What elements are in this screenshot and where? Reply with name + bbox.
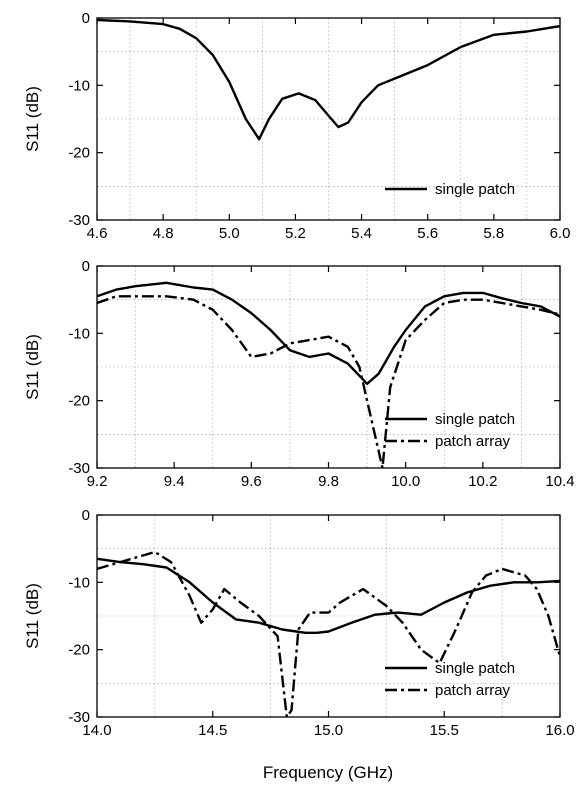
y-tick-label: 0	[82, 10, 90, 27]
series-line-single-patch	[97, 281, 560, 385]
y-tick-label: -20	[68, 145, 90, 162]
chart-panel-1: 4.6 4.8 5.0 5.2 5.4 5.6 5.8 6.0 0 -10 -20 -30 S11 (d…	[23, 10, 570, 242]
chart-panel-2: 9.2 9.4 9.6 9.8 10.0 10.2 10.4 0 -10 -20 -30 S11 (d…	[23, 258, 575, 490]
series-line-patch-array	[97, 550, 560, 717]
y-axis-title: S11 (dB)	[23, 86, 42, 152]
y-tick-label: -30	[68, 460, 90, 477]
y-tick-label: -30	[68, 709, 90, 726]
x-tick-label: 10.0	[391, 473, 420, 490]
x-tick-label: 15.0	[314, 722, 343, 739]
x-tick-label: 5.6	[417, 225, 438, 242]
y-tick-label: 0	[82, 507, 90, 524]
y-tick-label: -30	[68, 212, 90, 229]
x-tick-label: 5.0	[219, 225, 240, 242]
x-tick-label: 9.4	[164, 473, 185, 490]
x-tick-label: 4.8	[153, 225, 174, 242]
y-tick-label: -20	[68, 642, 90, 659]
y-tick-label: 0	[82, 258, 90, 275]
x-tick-label: 9.8	[318, 473, 339, 490]
x-tick-label: 10.4	[545, 473, 574, 490]
series-line-single-patch	[97, 18, 560, 141]
x-tick-label: 5.2	[285, 225, 306, 242]
x-tick-label: 4.6	[87, 225, 108, 242]
x-axis-title: Frequency (GHz)	[263, 763, 393, 782]
legend-label: patch array	[435, 433, 511, 450]
legend-label: single patch	[435, 181, 515, 198]
y-tick-label: -20	[68, 393, 90, 410]
x-tick-label: 14.5	[198, 722, 227, 739]
x-tick-label: 9.2	[87, 473, 108, 490]
series-line-single-patch	[97, 557, 560, 634]
legend-label: patch array	[435, 682, 511, 699]
legend-label: single patch	[435, 411, 515, 428]
plot-frame	[96, 17, 561, 221]
x-tick-label: 16.0	[545, 722, 574, 739]
y-axis-title: S11 (dB)	[23, 583, 42, 649]
y-axis-title: S11 (dB)	[23, 334, 42, 400]
x-tick-label: 6.0	[550, 225, 571, 242]
x-tick-label: 9.6	[241, 473, 262, 490]
y-tick-label: -10	[68, 77, 90, 94]
series-line-patch-array	[97, 295, 560, 468]
x-tick-label: 5.4	[351, 225, 372, 242]
x-tick-label: 5.8	[483, 225, 504, 242]
chart-panel-3: 14.0 14.5 15.0 15.5 16.0 0 -10 -20 -30 S11 (dB) si…	[23, 507, 575, 739]
x-tick-label: 14.0	[82, 722, 111, 739]
legend-label: single patch	[435, 660, 515, 677]
y-tick-label: -10	[68, 574, 90, 591]
y-tick-label: -10	[68, 325, 90, 342]
x-tick-label: 15.5	[430, 722, 459, 739]
x-tick-label: 10.2	[468, 473, 497, 490]
